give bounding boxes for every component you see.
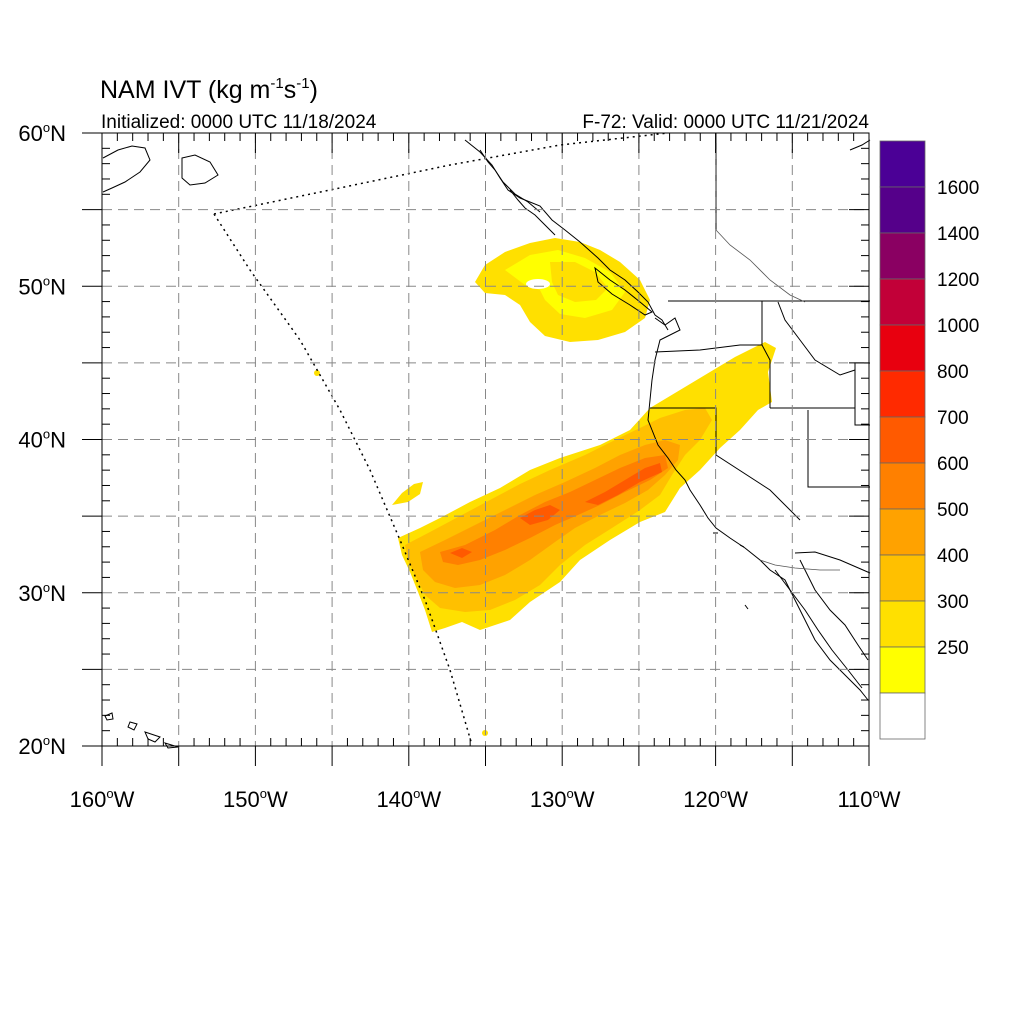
lat-tick-label: 40oN <box>18 427 66 453</box>
lat-tick-label: 50oN <box>18 273 66 299</box>
colorbar-label: 1400 <box>937 224 979 245</box>
model-domain-boundary <box>213 132 669 746</box>
colorbar-label: 250 <box>937 638 969 659</box>
colorbar-swatch <box>879 554 926 602</box>
colorbar-label: 1200 <box>937 270 979 291</box>
map-gridlines <box>102 133 869 746</box>
colorbar-label: 700 <box>937 408 969 429</box>
ivt-river-700-c <box>450 548 472 558</box>
valid-time-label: F-72: Valid: 0000 UTC 11/21/2024 <box>582 112 869 133</box>
ivt-river-700-b <box>585 463 662 505</box>
colorbar-swatch <box>879 324 926 372</box>
ivt-river-700-a <box>520 505 560 525</box>
lat-tick-label: 20oN <box>18 733 66 759</box>
ivt-north-blob-core <box>550 262 608 302</box>
map-axis-ticks <box>82 132 870 766</box>
lat-tick-label: 60oN <box>18 120 66 146</box>
map-panel: 160oW 150oW 140oW 130oW 120oW 110oW 60oN 50oN 40… <box>18 120 900 812</box>
colorbar: 1600 1400 1200 1000 800 700 600 500 400 300 250 <box>879 140 979 740</box>
colorbar-swatch <box>879 692 926 740</box>
colorbar-label: 300 <box>937 592 969 613</box>
colorbar-label: 800 <box>937 362 969 383</box>
colorbar-swatch <box>879 462 926 510</box>
colorbar-swatch <box>879 140 926 188</box>
colorbar-swatch <box>879 508 926 556</box>
colorbar-label: 1600 <box>937 178 979 199</box>
colorbar-label: 400 <box>937 546 969 567</box>
ivt-north-blob-hole <box>526 279 550 289</box>
map-title: NAM IVT (kg m-1s-1) <box>100 75 318 104</box>
colorbar-swatch <box>879 600 926 648</box>
colorbar-label: 500 <box>937 500 969 521</box>
lat-tick-label: 30oN <box>18 580 66 606</box>
lon-tick-label: 110oW <box>837 786 900 812</box>
lon-tick-label: 120oW <box>683 786 748 812</box>
colorbar-swatch <box>879 186 926 234</box>
lon-tick-label: 150oW <box>223 786 288 812</box>
colorbar-swatch <box>879 416 926 464</box>
ivt-small-blob-2 <box>314 370 320 376</box>
ivt-shading <box>314 238 776 736</box>
initialized-label: Initialized: 0000 UTC 11/18/2024 <box>101 112 377 133</box>
coastlines <box>102 139 871 749</box>
colorbar-label: 1000 <box>937 316 979 337</box>
lon-tick-label: 130oW <box>530 786 595 812</box>
colorbar-swatch <box>879 278 926 326</box>
colorbar-swatch <box>879 370 926 418</box>
lon-tick-label: 160oW <box>70 786 135 812</box>
colorbar-label: 600 <box>937 454 969 475</box>
ivt-small-blob-1 <box>392 482 423 505</box>
colorbar-swatch <box>879 646 926 694</box>
colorbar-swatch <box>879 232 926 280</box>
map-axis-labels: 160oW 150oW 140oW 130oW 120oW 110oW 60oN 50oN 40… <box>18 120 900 812</box>
lon-tick-label: 140oW <box>376 786 441 812</box>
